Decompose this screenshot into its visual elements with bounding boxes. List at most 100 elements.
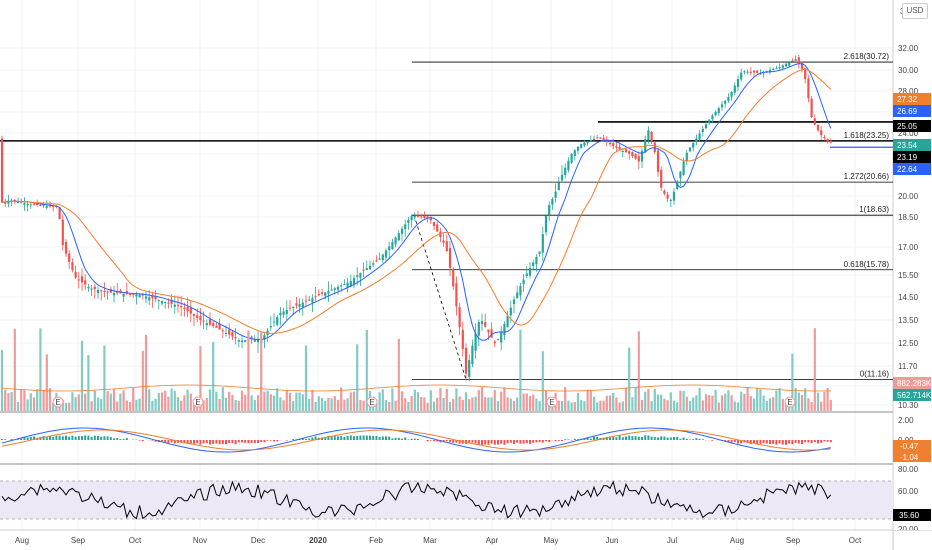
candle-body: [176, 304, 180, 306]
candle-body: [279, 312, 282, 316]
macd-tag-label: -1.04: [900, 453, 919, 462]
candle-body: [573, 150, 576, 157]
volume-bar: [237, 400, 240, 411]
macd-bar: [685, 438, 688, 440]
volume-bar: [749, 396, 752, 411]
macd-bar: [679, 438, 682, 440]
currency-label[interactable]: USD: [902, 3, 928, 19]
candle-body: [727, 97, 730, 101]
macd-bar: [138, 440, 141, 441]
candle-body: [100, 290, 103, 292]
candle-body: [448, 248, 452, 268]
macd-bar: [813, 440, 816, 443]
volume-bar: [340, 387, 343, 411]
macd-bar: [205, 440, 208, 443]
macd-bar: [756, 440, 759, 444]
candle-body: [362, 269, 365, 271]
volume-bar: [644, 391, 647, 411]
candle-body: [90, 288, 93, 290]
earnings-marker-label: E: [55, 398, 60, 407]
candle-body: [183, 307, 186, 310]
volume-bar: [487, 397, 490, 411]
candle-body: [356, 275, 359, 277]
candle-body: [826, 139, 829, 142]
macd-bar: [586, 437, 589, 440]
candle-body: [829, 140, 832, 143]
candle-body: [218, 323, 221, 330]
candle-body: [445, 241, 448, 252]
candle-body: [816, 125, 820, 131]
candle-body: [112, 292, 116, 296]
volume-bar: [256, 395, 260, 411]
candle-body: [800, 62, 804, 69]
volume-bar: [64, 402, 68, 411]
volume-bar: [432, 401, 436, 411]
volume-bar: [93, 390, 96, 411]
candle-body: [304, 300, 308, 302]
macd-bar: [820, 440, 823, 443]
macd-bar: [356, 435, 359, 440]
macd-bar: [471, 440, 474, 443]
volume-bar: [778, 387, 781, 411]
macd-bar: [378, 437, 381, 440]
candle-body: [480, 321, 484, 325]
volume-bar: [106, 391, 109, 411]
candle-body: [791, 60, 794, 62]
volume-bar: [388, 402, 391, 411]
volume-bar: [532, 394, 535, 411]
volume-bar: [295, 392, 298, 411]
candle-body: [807, 78, 810, 99]
candle-body: [576, 146, 580, 151]
candle-body: [455, 283, 458, 307]
macd-bar: [513, 440, 515, 445]
volume-bar: [272, 395, 276, 411]
candle-body: [45, 206, 48, 208]
macd-bar: [615, 437, 618, 440]
volume-bar: [234, 400, 237, 411]
candle-body: [7, 200, 10, 204]
volume-bar: [148, 389, 151, 411]
candle-body: [122, 293, 125, 297]
macd-bar: [381, 436, 384, 440]
volume-bar: [80, 340, 84, 411]
candle-body: [16, 201, 20, 203]
macd-bar: [509, 440, 512, 443]
volume-bar: [205, 397, 208, 411]
candle-body: [58, 207, 61, 219]
volume-ma-line: [1, 384, 831, 392]
candle-body: [340, 285, 343, 287]
price-axis-label: 15.50: [898, 271, 919, 280]
macd-bar: [26, 437, 29, 440]
volume-bar: [170, 388, 173, 411]
rsi-tag: [893, 509, 931, 521]
volume-bar: [688, 401, 692, 411]
candle-body: [298, 304, 301, 307]
macd-bar: [426, 440, 429, 442]
candle-body: [0, 138, 4, 203]
candle-body: [666, 194, 669, 199]
volume-bar: [567, 400, 570, 411]
time-axis-label: Aug: [730, 536, 744, 545]
volume-bar: [4, 389, 7, 411]
macd-bar: [781, 440, 784, 445]
volume-bar: [189, 393, 192, 411]
macd-bar: [653, 437, 656, 440]
candle-body: [516, 292, 519, 299]
macd-bar: [93, 435, 96, 440]
candle-body: [330, 289, 333, 291]
candle-body: [29, 204, 32, 206]
volume-bar: [746, 387, 749, 411]
candle-body: [650, 131, 653, 142]
candle-body: [640, 150, 644, 162]
volume-bar: [23, 390, 26, 411]
volume-bar: [829, 399, 832, 411]
macd-bar: [503, 440, 506, 445]
macd-bar: [372, 435, 375, 440]
candle-body: [394, 237, 397, 245]
volume-bar: [298, 392, 301, 411]
candle-body: [103, 291, 106, 293]
candle-body: [221, 330, 224, 332]
macd-bar: [605, 437, 608, 440]
macd-bar: [637, 436, 640, 440]
